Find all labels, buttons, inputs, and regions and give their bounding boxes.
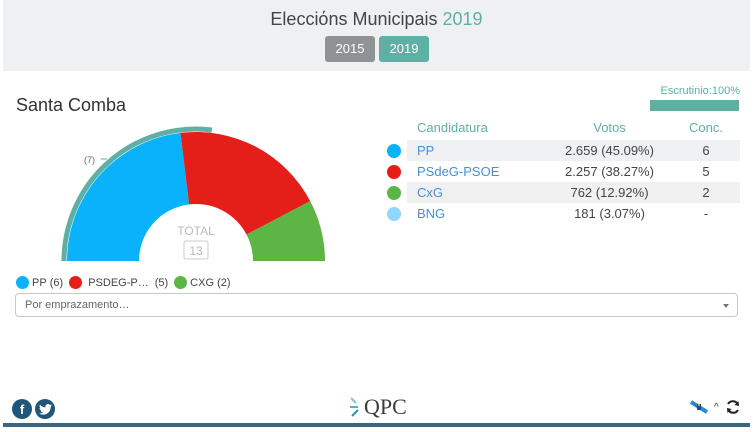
slice-psdeg-psoe[interactable] [180,131,311,235]
slice-pp[interactable] [66,132,190,261]
galicia-flag-icon[interactable] [690,400,708,414]
chart-legend: PP (6) PSDEG-P… (5) CXG (2) [16,276,237,289]
party-name[interactable]: PP [417,143,435,158]
qpc-logo-icon [350,397,359,417]
dot-cell [385,185,407,200]
legend-label: PSDEG-P… [88,276,149,289]
seats-chart: (7) TOTAL 13 [61,126,326,262]
title-year: 2019 [442,9,483,29]
dot-cell [385,164,407,179]
social-links: f [12,399,55,419]
dot-cell [385,143,407,158]
facebook-icon: f [19,401,25,417]
year-tabs: 2015 2019 [325,36,429,62]
party-name[interactable]: CxG [417,185,443,200]
legend-label: CXG [190,276,215,289]
qpc-logo: QPC [349,394,407,420]
majority-label: (7) [84,155,95,165]
total-value: 13 [189,244,203,258]
party-votes: 181 (3.07%) [574,206,645,221]
party-color-dot [387,185,401,200]
results-table: Candidatura Votos Conc. PP 2.659 (45.09%… [385,120,740,224]
legend-dot [69,276,83,289]
legend-dot [174,276,188,289]
footer-tools: ^ [690,399,741,415]
total-box [183,240,209,260]
tab-2015[interactable]: 2015 [325,36,375,62]
legend-seats: (2) [217,276,231,289]
location-select[interactable]: Por emprazamento… [15,293,738,317]
location-select-placeholder: Por emprazamento… [25,299,130,311]
legend-item-pp[interactable]: PP (6) [16,276,63,289]
legend-seats: (5) [154,276,169,289]
table-row: CxG 762 (12.92%) 2 [385,182,740,203]
twitter-button[interactable] [35,399,55,419]
header-spacer [385,120,407,140]
header: Elecciόns Municipais 2019 2015 2019 [3,0,750,71]
scrutiny-label: Escrutinio:100% [660,85,741,97]
refresh-icon[interactable] [725,399,741,415]
party-color-dot [387,206,401,221]
party-votes: 2.257 (38.27%) [565,164,654,179]
party-votes: 762 (12.92%) [570,185,649,200]
party-votes: 2.659 (45.09%) [565,143,654,158]
legend-dot [16,276,29,289]
legend-item-cxg[interactable]: CXG (2) [174,276,231,289]
party-seats: 2 [702,185,710,200]
party-name[interactable]: PSdeG-PSOE [417,164,500,179]
qpc-logo-text: QPC [364,394,407,419]
total-label: TOTAL [177,224,215,238]
results-header: Candidatura Votos Conc. [385,120,740,140]
footer-divider [3,423,750,427]
party-color-dot [387,143,401,158]
title-text: Elecciόns Municipais [270,9,438,29]
legend-seats: (6) [49,276,64,289]
majority-arc [61,126,213,262]
column-header-party: Candidatura [417,120,488,135]
municipality-title: Santa Comba [16,95,127,115]
caret-up-icon[interactable]: ^ [714,401,719,413]
column-header-seats: Conc. [689,120,723,135]
twitter-icon [38,403,52,415]
page-title: Elecciόns Municipais 2019 [3,9,750,30]
scrutiny-indicator: Escrutinio:100% [650,85,740,111]
facebook-button[interactable]: f [12,399,32,419]
party-color-dot [387,164,401,179]
scrutiny-progress-bar [650,100,739,111]
table-row: BNG 181 (3.07%) - [385,203,740,224]
column-header-votes: Votos [593,120,626,135]
party-seats: 5 [702,164,710,179]
party-name[interactable]: BNG [417,206,446,221]
party-seats: - [703,206,709,221]
table-row: PSdeG-PSOE 2.257 (38.27%) 5 [385,161,740,182]
party-seats: 6 [702,143,710,158]
table-row: PP 2.659 (45.09%) 6 [385,140,740,161]
legend-item-psdeg[interactable]: PSDEG-P… (5) [69,276,168,289]
legend-label: PP [32,276,47,289]
dot-cell [385,206,407,221]
chevron-down-icon [723,304,729,308]
tab-2019[interactable]: 2019 [379,36,429,62]
slice-cxg[interactable] [246,201,326,261]
